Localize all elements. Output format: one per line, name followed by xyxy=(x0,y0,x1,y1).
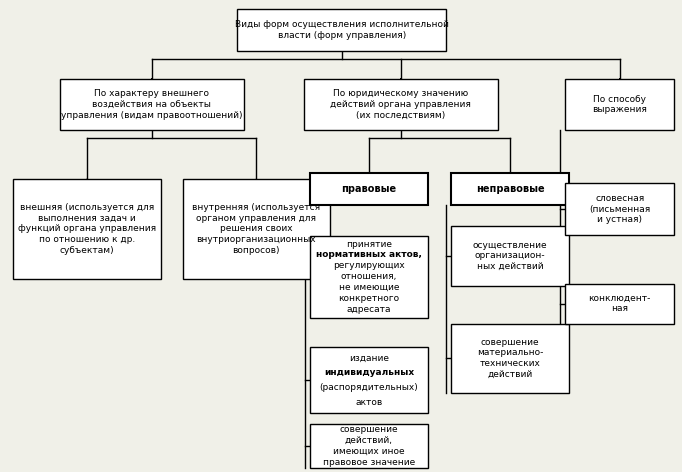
FancyBboxPatch shape xyxy=(310,424,428,468)
Text: По характеру внешнего
воздействия на объекты
управления (видам правоотношений): По характеру внешнего воздействия на объ… xyxy=(61,89,243,120)
Text: регулирующих: регулирующих xyxy=(333,261,404,270)
FancyBboxPatch shape xyxy=(565,284,674,323)
Text: словесная
(письменная
и устная): словесная (письменная и устная) xyxy=(589,194,651,224)
FancyBboxPatch shape xyxy=(60,79,244,130)
FancyBboxPatch shape xyxy=(451,226,569,286)
Text: неправовые: неправовые xyxy=(476,184,544,194)
FancyBboxPatch shape xyxy=(451,173,569,205)
Text: По юридическому значению
действий органа управления
(их последствиям): По юридическому значению действий органа… xyxy=(330,89,471,120)
FancyBboxPatch shape xyxy=(14,179,161,279)
Text: совершение
материально-
технических
действий: совершение материально- технических дейс… xyxy=(477,338,544,379)
Text: правовые: правовые xyxy=(341,184,396,194)
Text: (распорядительных): (распорядительных) xyxy=(319,383,418,392)
Text: внутренняя (используется
органом управления для
решения своих
внутриорганизацион: внутренняя (используется органом управле… xyxy=(192,203,321,255)
Text: конклюдент-
ная: конклюдент- ная xyxy=(589,294,651,313)
Text: не имеющие: не имеющие xyxy=(338,283,399,292)
FancyBboxPatch shape xyxy=(183,179,330,279)
FancyBboxPatch shape xyxy=(303,79,498,130)
FancyBboxPatch shape xyxy=(310,173,428,205)
FancyBboxPatch shape xyxy=(310,236,428,318)
Text: нормативных актов,: нормативных актов, xyxy=(316,251,421,260)
Text: актов: актов xyxy=(355,398,383,407)
FancyBboxPatch shape xyxy=(451,323,569,393)
FancyBboxPatch shape xyxy=(310,347,428,413)
Text: издание: издание xyxy=(349,354,389,363)
FancyBboxPatch shape xyxy=(237,9,447,51)
Text: внешняя (используется для
выполнения задач и
функций органа управления
по отноше: внешняя (используется для выполнения зад… xyxy=(18,203,156,255)
FancyBboxPatch shape xyxy=(565,79,674,130)
Text: отношения,: отношения, xyxy=(340,272,397,281)
Text: адресата: адресата xyxy=(346,305,391,314)
Text: осуществление
организацион-
ных действий: осуществление организацион- ных действий xyxy=(473,241,548,271)
Text: По способу
выражения: По способу выражения xyxy=(592,95,647,114)
Text: Виды форм осуществления исполнительной
власти (форм управления): Виды форм осуществления исполнительной в… xyxy=(235,20,449,40)
Text: принятие: принятие xyxy=(346,240,392,249)
Text: индивидуальных: индивидуальных xyxy=(324,369,414,378)
FancyBboxPatch shape xyxy=(565,183,674,235)
Text: конкретного: конкретного xyxy=(338,294,400,303)
Text: совершение
действий,
имеющих иное
правовое значение: совершение действий, имеющих иное правов… xyxy=(323,425,415,467)
